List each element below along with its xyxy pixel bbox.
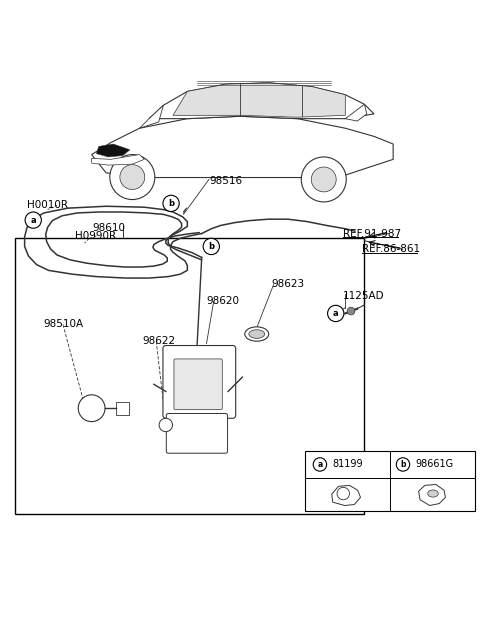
Ellipse shape <box>245 327 269 341</box>
Ellipse shape <box>428 490 438 497</box>
Circle shape <box>25 212 41 228</box>
Text: REF.91-987: REF.91-987 <box>343 229 401 239</box>
Circle shape <box>163 195 179 211</box>
Text: 98510A: 98510A <box>44 319 84 329</box>
FancyBboxPatch shape <box>116 401 129 415</box>
Text: 98622: 98622 <box>142 336 175 346</box>
FancyBboxPatch shape <box>166 414 228 453</box>
Polygon shape <box>96 144 130 157</box>
Ellipse shape <box>249 330 264 338</box>
Text: H0010R: H0010R <box>27 200 68 210</box>
Text: H0990R: H0990R <box>75 231 116 241</box>
Polygon shape <box>140 105 163 128</box>
Circle shape <box>78 395 105 422</box>
Text: 98620: 98620 <box>206 296 240 306</box>
Circle shape <box>301 157 346 202</box>
Text: 98661G: 98661G <box>415 459 454 469</box>
Text: 1125AD: 1125AD <box>343 291 384 301</box>
Circle shape <box>313 458 326 471</box>
Text: 98623: 98623 <box>271 279 304 289</box>
Polygon shape <box>332 486 360 506</box>
Text: 98516: 98516 <box>209 176 242 186</box>
Text: 81199: 81199 <box>332 459 363 469</box>
FancyBboxPatch shape <box>305 451 475 511</box>
Text: a: a <box>30 216 36 224</box>
Text: b: b <box>168 199 174 208</box>
Polygon shape <box>92 116 393 178</box>
Polygon shape <box>419 484 445 506</box>
Text: 98610: 98610 <box>92 222 125 232</box>
Circle shape <box>110 154 155 199</box>
Circle shape <box>337 488 349 500</box>
Text: REF.86-861: REF.86-861 <box>362 244 420 254</box>
Polygon shape <box>92 154 144 165</box>
Text: b: b <box>208 242 214 251</box>
Text: b: b <box>400 460 406 469</box>
FancyBboxPatch shape <box>163 346 236 418</box>
Text: a: a <box>317 460 323 469</box>
FancyBboxPatch shape <box>15 238 364 514</box>
Polygon shape <box>173 82 345 118</box>
Circle shape <box>120 164 145 189</box>
Circle shape <box>327 306 344 322</box>
Polygon shape <box>149 82 374 119</box>
Circle shape <box>312 167 336 192</box>
Circle shape <box>396 458 409 471</box>
Polygon shape <box>345 104 367 121</box>
Circle shape <box>159 418 172 432</box>
Circle shape <box>347 308 355 315</box>
FancyBboxPatch shape <box>174 359 222 409</box>
Text: a: a <box>333 309 338 318</box>
Circle shape <box>203 238 219 254</box>
